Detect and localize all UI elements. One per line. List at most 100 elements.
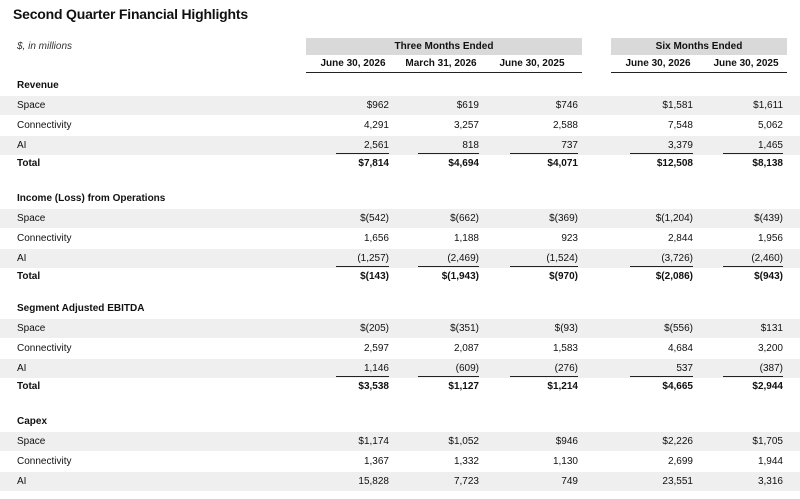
total-row: Total $(143) $(1,943) $(970) $(2,086) $(943) [0,267,800,287]
cell-value: $4,694 [448,158,479,169]
column-header: June 30, 2026 [306,55,400,73]
table-row: Connectivity 2,597 2,087 1,583 4,684 3,200 [0,339,800,359]
subtotal-rule [336,266,389,267]
cell-value: $619 [456,100,479,111]
subtotal-rule [723,153,783,154]
row-label: AI [17,476,27,487]
table-row: AI 2,561 818 737 3,379 1,465 [0,136,800,156]
cell-value: 2,844 [667,233,693,244]
cell-value: (276) [554,363,578,374]
cell-value: 2,597 [363,343,389,354]
cell-value: 1,956 [757,233,783,244]
row-label: AI [17,140,27,151]
total-row: Total $7,814 $4,694 $4,071 $12,508 $8,138 [0,154,800,174]
cell-value: $12,508 [656,158,693,169]
subtotal-rule [336,376,389,377]
cell-value: 1,583 [552,343,578,354]
cell-value: $(205) [360,323,389,334]
cell-value: $1,214 [547,381,578,392]
row-label: Total [17,271,41,282]
group-header-three-months: Three Months Ended [306,38,582,55]
table-row: Space $1,174 $1,052 $946 $2,226 $1,705 [0,432,800,452]
section-header: Revenue [17,80,59,91]
table-row: Connectivity 1,656 1,188 923 2,844 1,956 [0,229,800,249]
row-stripe [0,472,800,491]
subtotal-rule [630,376,693,377]
cell-value: $1,174 [358,436,389,447]
cell-value: (2,460) [751,253,783,264]
subtotal-rule [630,153,693,154]
cell-value: $946 [555,436,578,447]
cell-value: 5,062 [757,120,783,131]
row-label: Total [17,381,41,392]
column-header: June 30, 2026 [611,55,705,73]
cell-value: 1,944 [757,456,783,467]
cell-value: 1,188 [453,233,479,244]
cell-value: 1,146 [363,363,389,374]
cell-value: $(93) [554,323,578,334]
cell-value: (3,726) [661,253,693,264]
cell-value: 23,551 [662,476,693,487]
row-label: Connectivity [17,456,72,467]
cell-value: $(1,943) [441,271,479,282]
cell-value: $4,071 [547,158,578,169]
cell-value: $(542) [360,213,389,224]
cell-value: $(369) [549,213,578,224]
cell-value: 923 [561,233,578,244]
cell-value: $7,814 [358,158,389,169]
cell-value: $1,127 [448,381,479,392]
cell-value: 2,699 [667,456,693,467]
cell-value: (1,257) [357,253,389,264]
cell-value: 3,200 [757,343,783,354]
row-stripe [0,96,800,115]
cell-value: $1,581 [662,100,693,111]
cell-value: $(662) [450,213,479,224]
cell-value: 4,291 [363,120,389,131]
cell-value: 7,723 [453,476,479,487]
row-label: Connectivity [17,120,72,131]
table-row: Space $(542) $(662) $(369) $(1,204) $(439) [0,209,800,229]
cell-value: 1,465 [757,140,783,151]
cell-value: $(1,204) [655,213,693,224]
cell-value: 3,316 [757,476,783,487]
row-stripe [0,319,800,338]
cell-value: $(351) [450,323,479,334]
cell-value: $1,705 [752,436,783,447]
subtotal-rule [723,376,783,377]
table-row: Connectivity 1,367 1,332 1,130 2,699 1,944 [0,452,800,472]
cell-value: 2,087 [453,343,479,354]
subtotal-rule [336,153,389,154]
column-header: March 31, 2026 [400,55,482,73]
cell-value: $131 [760,323,783,334]
section-header: Capex [17,416,48,427]
subtotal-rule [723,266,783,267]
row-stripe [0,249,800,268]
table-row: AI 15,828 7,723 749 23,551 3,316 [0,472,800,492]
cell-value: 818 [462,140,479,151]
cell-value: (2,469) [447,253,479,264]
cell-value: 1,367 [363,456,389,467]
cell-value: 537 [676,363,693,374]
cell-value: $4,665 [662,381,693,392]
subtotal-rule [510,153,578,154]
section-header: Income (Loss) from Operations [17,193,166,204]
cell-value: $(439) [754,213,783,224]
table-row: Space $(205) $(351) $(93) $(556) $131 [0,319,800,339]
cell-value: $1,052 [448,436,479,447]
subtotal-rule [418,266,479,267]
table-row: Connectivity 4,291 3,257 2,588 7,548 5,062 [0,116,800,136]
cell-value: $1,611 [753,100,783,111]
cell-value: $(143) [360,271,389,282]
cell-value: $8,138 [752,158,783,169]
cell-value: 1,656 [363,233,389,244]
subtotal-rule [630,266,693,267]
column-header: June 30, 2025 [705,55,787,73]
units-label: $, in millions [17,41,73,52]
subtotal-rule [510,376,578,377]
cell-value: $962 [366,100,389,111]
cell-value: $2,226 [662,436,693,447]
cell-value: $746 [555,100,578,111]
cell-value: 7,548 [667,120,693,131]
cell-value: $(556) [664,323,693,334]
